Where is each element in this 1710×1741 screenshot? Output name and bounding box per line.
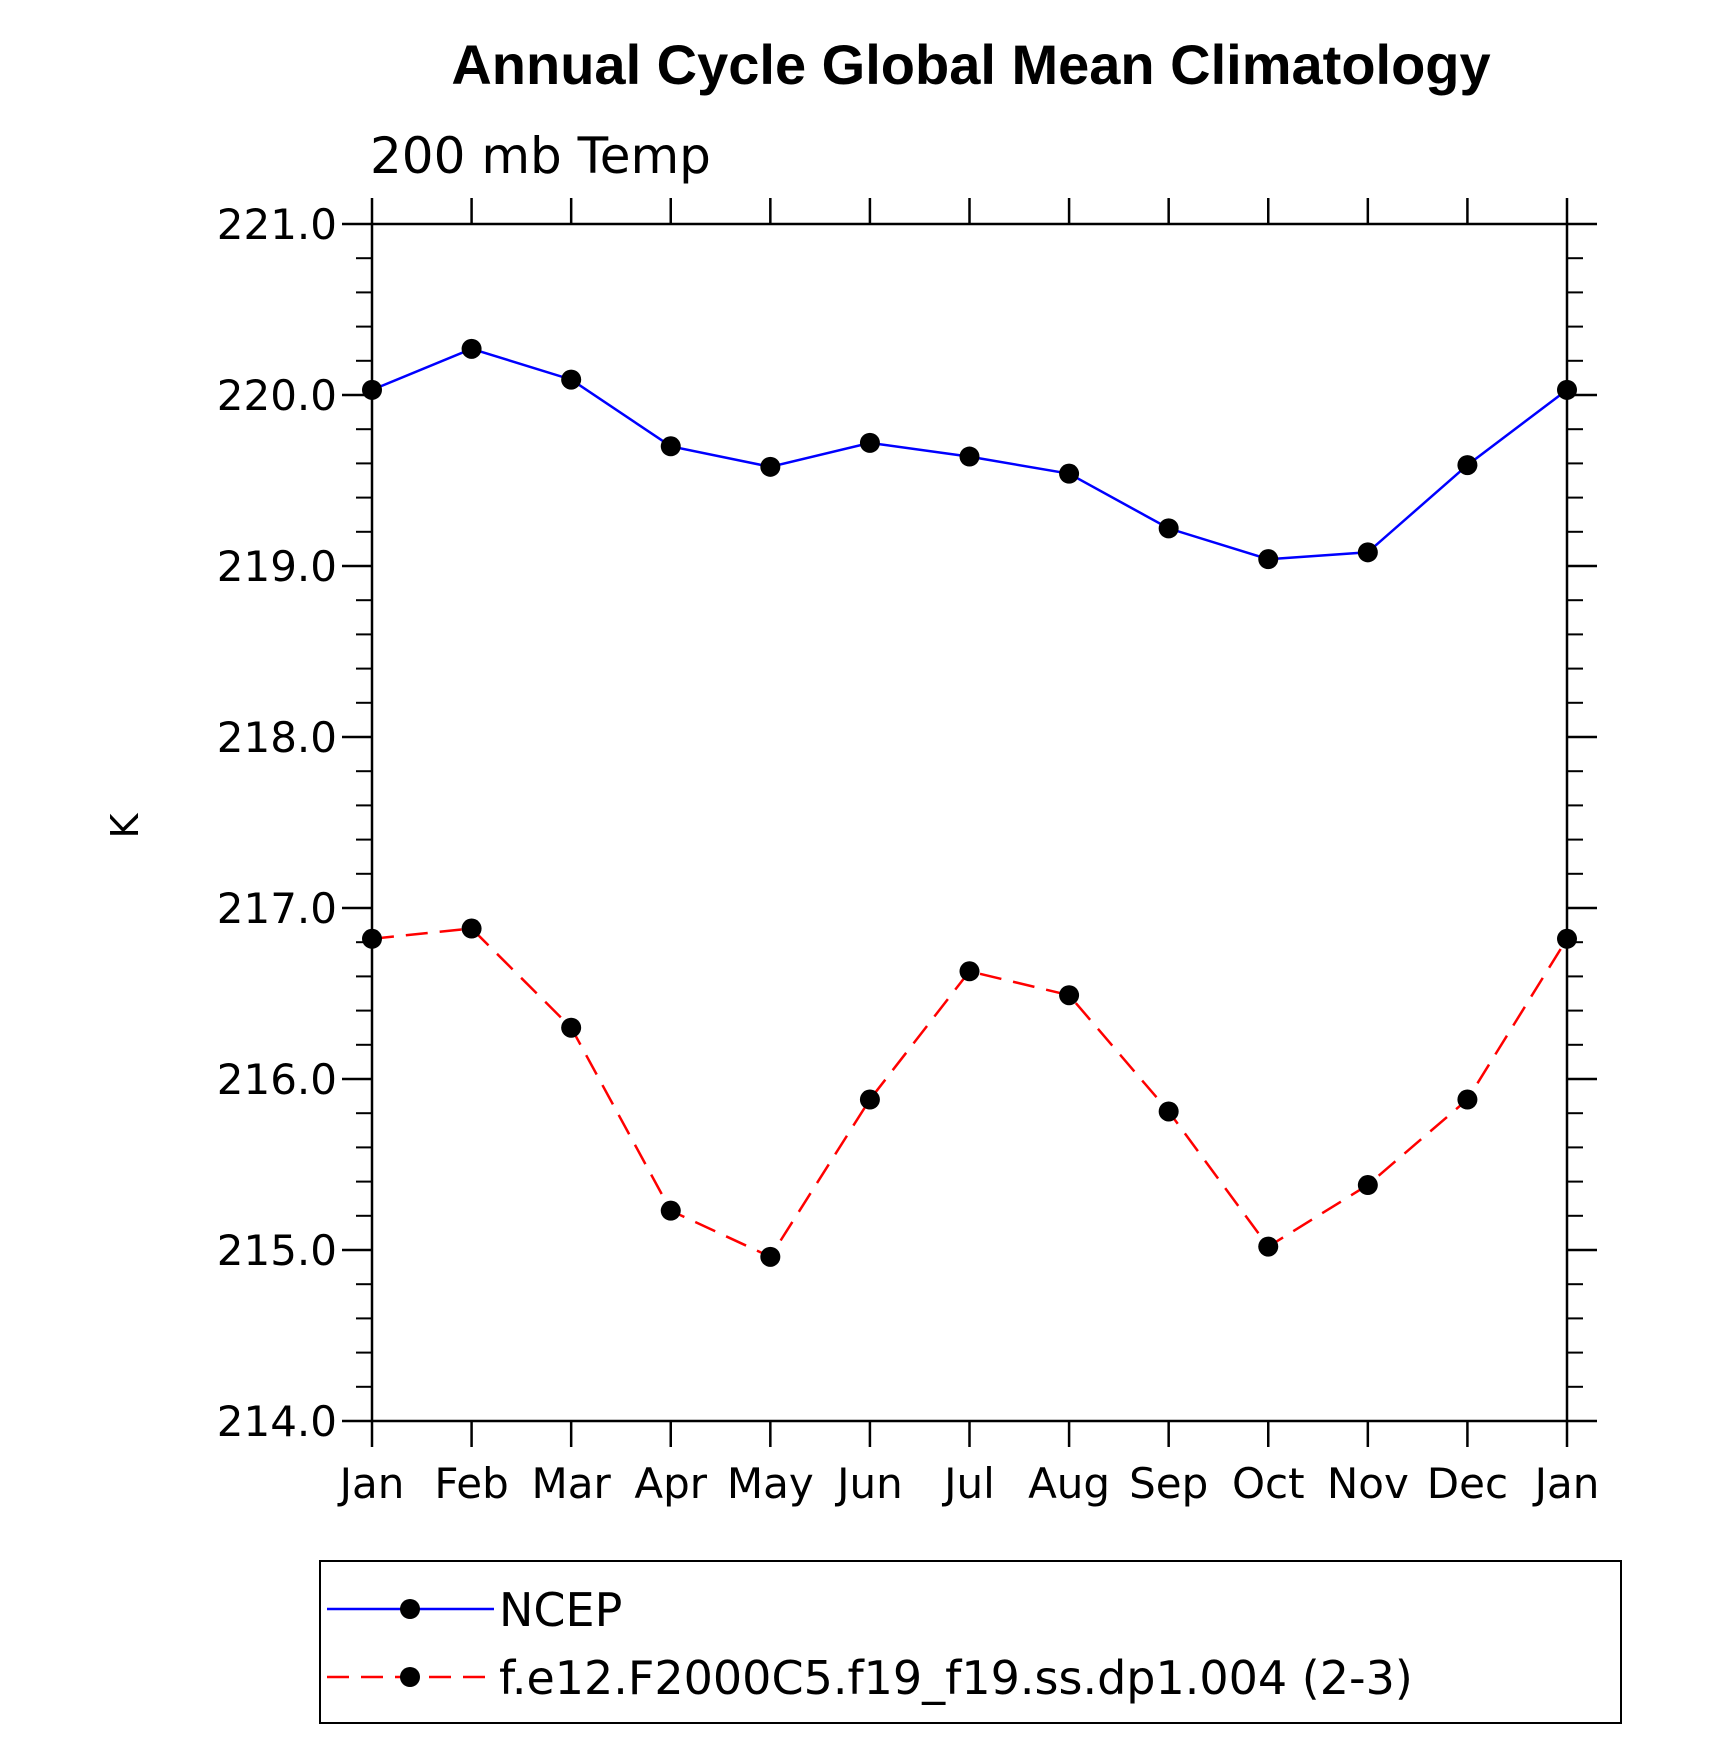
y-tick-label: 215.0 — [217, 1226, 337, 1275]
series-2-point — [461, 918, 482, 939]
series-1-point — [461, 338, 482, 359]
x-tick-label: Oct — [1232, 1459, 1305, 1508]
legend-label-2: f.e12.F2000C5.f19_f19.ss.dp1.004 (2-3) — [499, 1651, 1413, 1705]
series-2-point — [1557, 928, 1577, 949]
y-tick-label: 214.0 — [217, 1397, 337, 1446]
axes: Jan Feb Mar Apr May Jun Jul Aug Sep Oct Nov Dec Jan2… — [217, 198, 1600, 1508]
series-2-point — [959, 961, 980, 982]
legend-box — [319, 1560, 1622, 1724]
series-1-point — [859, 432, 880, 453]
y-tick-label: 218.0 — [217, 713, 337, 762]
series-2-point — [1457, 1089, 1478, 1110]
y-tick-label: 217.0 — [217, 884, 337, 933]
y-tick-label: 216.0 — [217, 1055, 337, 1104]
series-2-point — [859, 1089, 880, 1110]
y-tick-label: 220.0 — [217, 371, 337, 420]
x-tick-label: Nov — [1327, 1459, 1409, 1508]
series-1-point — [362, 379, 382, 400]
series-2-point — [1357, 1175, 1378, 1196]
x-tick-label: Sep — [1129, 1459, 1208, 1508]
y-tick-label: 221.0 — [217, 200, 337, 249]
series-1-point — [660, 436, 681, 457]
x-tick-label: Jun — [834, 1459, 903, 1508]
x-tick-label: Aug — [1028, 1459, 1110, 1508]
series-layer — [362, 338, 1577, 1267]
series-1-point — [1457, 455, 1478, 476]
legend-marker-1 — [400, 1599, 420, 1619]
y-axis-label: K — [103, 812, 147, 838]
legend: NCEP f.e12.F2000C5.f19_f19.ss.dp1.004 (2-… — [327, 1583, 1413, 1705]
series-1-point — [959, 446, 980, 467]
series-1-point — [1357, 542, 1378, 563]
series-1-point — [1059, 463, 1080, 484]
chart-title: Annual Cycle Global Mean Climatology — [451, 33, 1490, 96]
chart-subtitle: 200 mb Temp — [370, 127, 711, 185]
y-tick-label: 219.0 — [217, 542, 337, 591]
series-1-point — [1557, 379, 1577, 400]
x-tick-label: Feb — [434, 1459, 508, 1508]
series-2-point — [1059, 985, 1080, 1006]
legend-marker-2 — [400, 1667, 420, 1687]
series-1-point — [561, 369, 582, 390]
legend-label-1: NCEP — [499, 1583, 622, 1637]
series-1-point — [1158, 518, 1179, 539]
x-tick-label: Jan — [1532, 1459, 1600, 1508]
series-2-point — [1258, 1236, 1279, 1257]
series-1-point — [1258, 549, 1279, 570]
x-tick-label: Dec — [1427, 1459, 1508, 1508]
series-2-point — [561, 1017, 582, 1038]
series-2-point — [760, 1246, 781, 1267]
series-2-point — [362, 928, 382, 949]
x-tick-label: Apr — [634, 1459, 707, 1508]
series-2-point — [660, 1200, 681, 1221]
plot-frame — [370, 222, 1569, 1423]
x-tick-label: May — [727, 1459, 814, 1508]
series-1-point — [760, 456, 781, 477]
series-2-point — [1158, 1101, 1179, 1122]
x-tick-label: Jan — [337, 1459, 405, 1508]
x-tick-label: Mar — [532, 1459, 612, 1508]
x-tick-label: Jul — [941, 1459, 995, 1508]
